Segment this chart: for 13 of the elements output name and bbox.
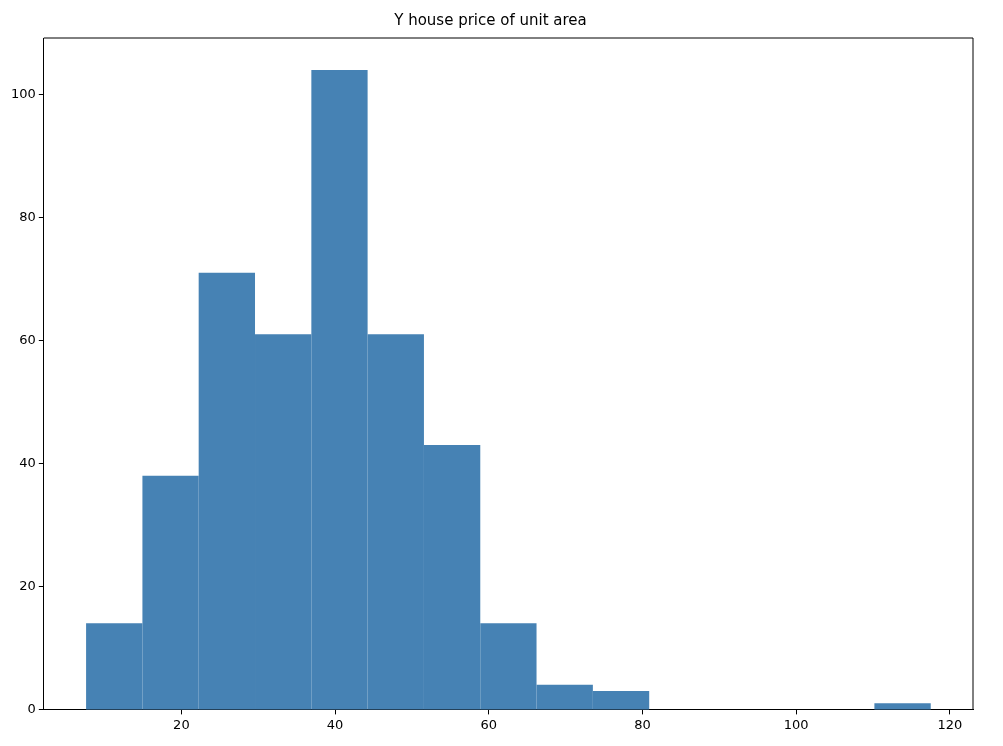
y-tick-label: 80 [19, 208, 36, 224]
y-tick-label: 60 [19, 331, 36, 347]
x-tick-label: 100 [783, 716, 809, 732]
x-tick-label: 80 [634, 716, 651, 732]
x-tick-label: 20 [173, 716, 190, 732]
y-tick-label: 20 [19, 577, 36, 593]
x-tick-label: 60 [480, 716, 498, 732]
x-tick-label: 40 [326, 716, 344, 732]
y-tick-label: 0 [27, 700, 36, 716]
y-tick-label: 40 [19, 454, 36, 470]
x-tick-label: 120 [937, 716, 963, 732]
y-tick-label: 100 [10, 85, 36, 101]
chart-title: Y house price of unit area [393, 10, 587, 29]
